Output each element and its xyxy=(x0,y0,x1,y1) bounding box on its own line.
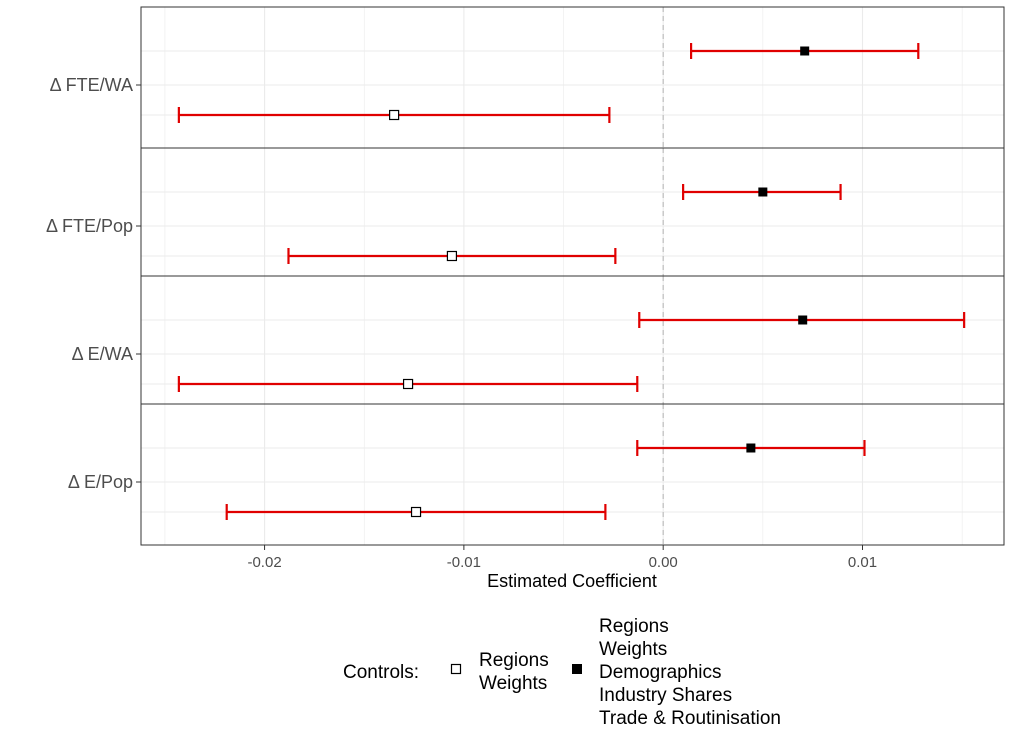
legend-label-line: Industry Shares xyxy=(599,685,732,706)
legend-key-open-square xyxy=(450,663,462,675)
panel-border xyxy=(140,403,1005,546)
panel-label: Δ FTE/Pop xyxy=(46,216,133,236)
panels-layer: Δ FTE/WA Δ FTE/Pop Δ E/WA Δ E/Pop xyxy=(46,6,1005,546)
legend-label-line: Regions xyxy=(479,650,549,671)
legend: Controls:RegionsWeightsRegionsWeightsDem… xyxy=(343,616,781,729)
point-estimate-open xyxy=(410,506,422,518)
legend-label-line: Trade & Routinisation xyxy=(599,708,781,729)
panel-border xyxy=(140,6,1005,149)
error-bar-basic xyxy=(225,504,607,520)
error-bar-basic xyxy=(177,107,611,123)
error-bar-full xyxy=(689,43,920,59)
x-axis-title: Estimated Coefficient xyxy=(487,571,657,591)
panel-label: Δ E/Pop xyxy=(68,472,133,492)
error-bar-full xyxy=(638,312,966,328)
point-estimate-filled xyxy=(800,46,810,56)
point-estimate-open xyxy=(446,250,458,262)
point-estimate-filled xyxy=(758,187,768,197)
point-estimate-open xyxy=(389,109,400,121)
legend-title: Controls: xyxy=(343,662,419,683)
panel-label: Δ E/WA xyxy=(72,344,133,364)
x-tick-label: 0.00 xyxy=(649,554,678,571)
legend-label-line: Weights xyxy=(479,673,547,694)
error-bars-layer xyxy=(177,43,966,520)
error-bar-full xyxy=(636,440,866,456)
error-bar-basic xyxy=(177,376,639,392)
x-axis: -0.02 -0.01 0.00 0.01 xyxy=(247,545,877,571)
legend-label-line: Weights xyxy=(599,639,667,660)
error-bar-basic xyxy=(287,248,617,264)
error-bar-full xyxy=(682,184,842,200)
legend-label-line: Regions xyxy=(599,616,669,637)
x-tick-label: 0.01 xyxy=(848,554,877,571)
point-estimate-open xyxy=(402,378,414,390)
panel-label: Δ FTE/WA xyxy=(50,75,133,95)
legend-key-filled-square xyxy=(572,664,582,674)
point-estimate-filled xyxy=(746,443,756,453)
point-estimate-filled xyxy=(798,315,808,325)
legend-label-line: Demographics xyxy=(599,662,722,683)
x-tick-label: -0.01 xyxy=(447,554,481,571)
x-tick-label: -0.02 xyxy=(247,554,281,571)
